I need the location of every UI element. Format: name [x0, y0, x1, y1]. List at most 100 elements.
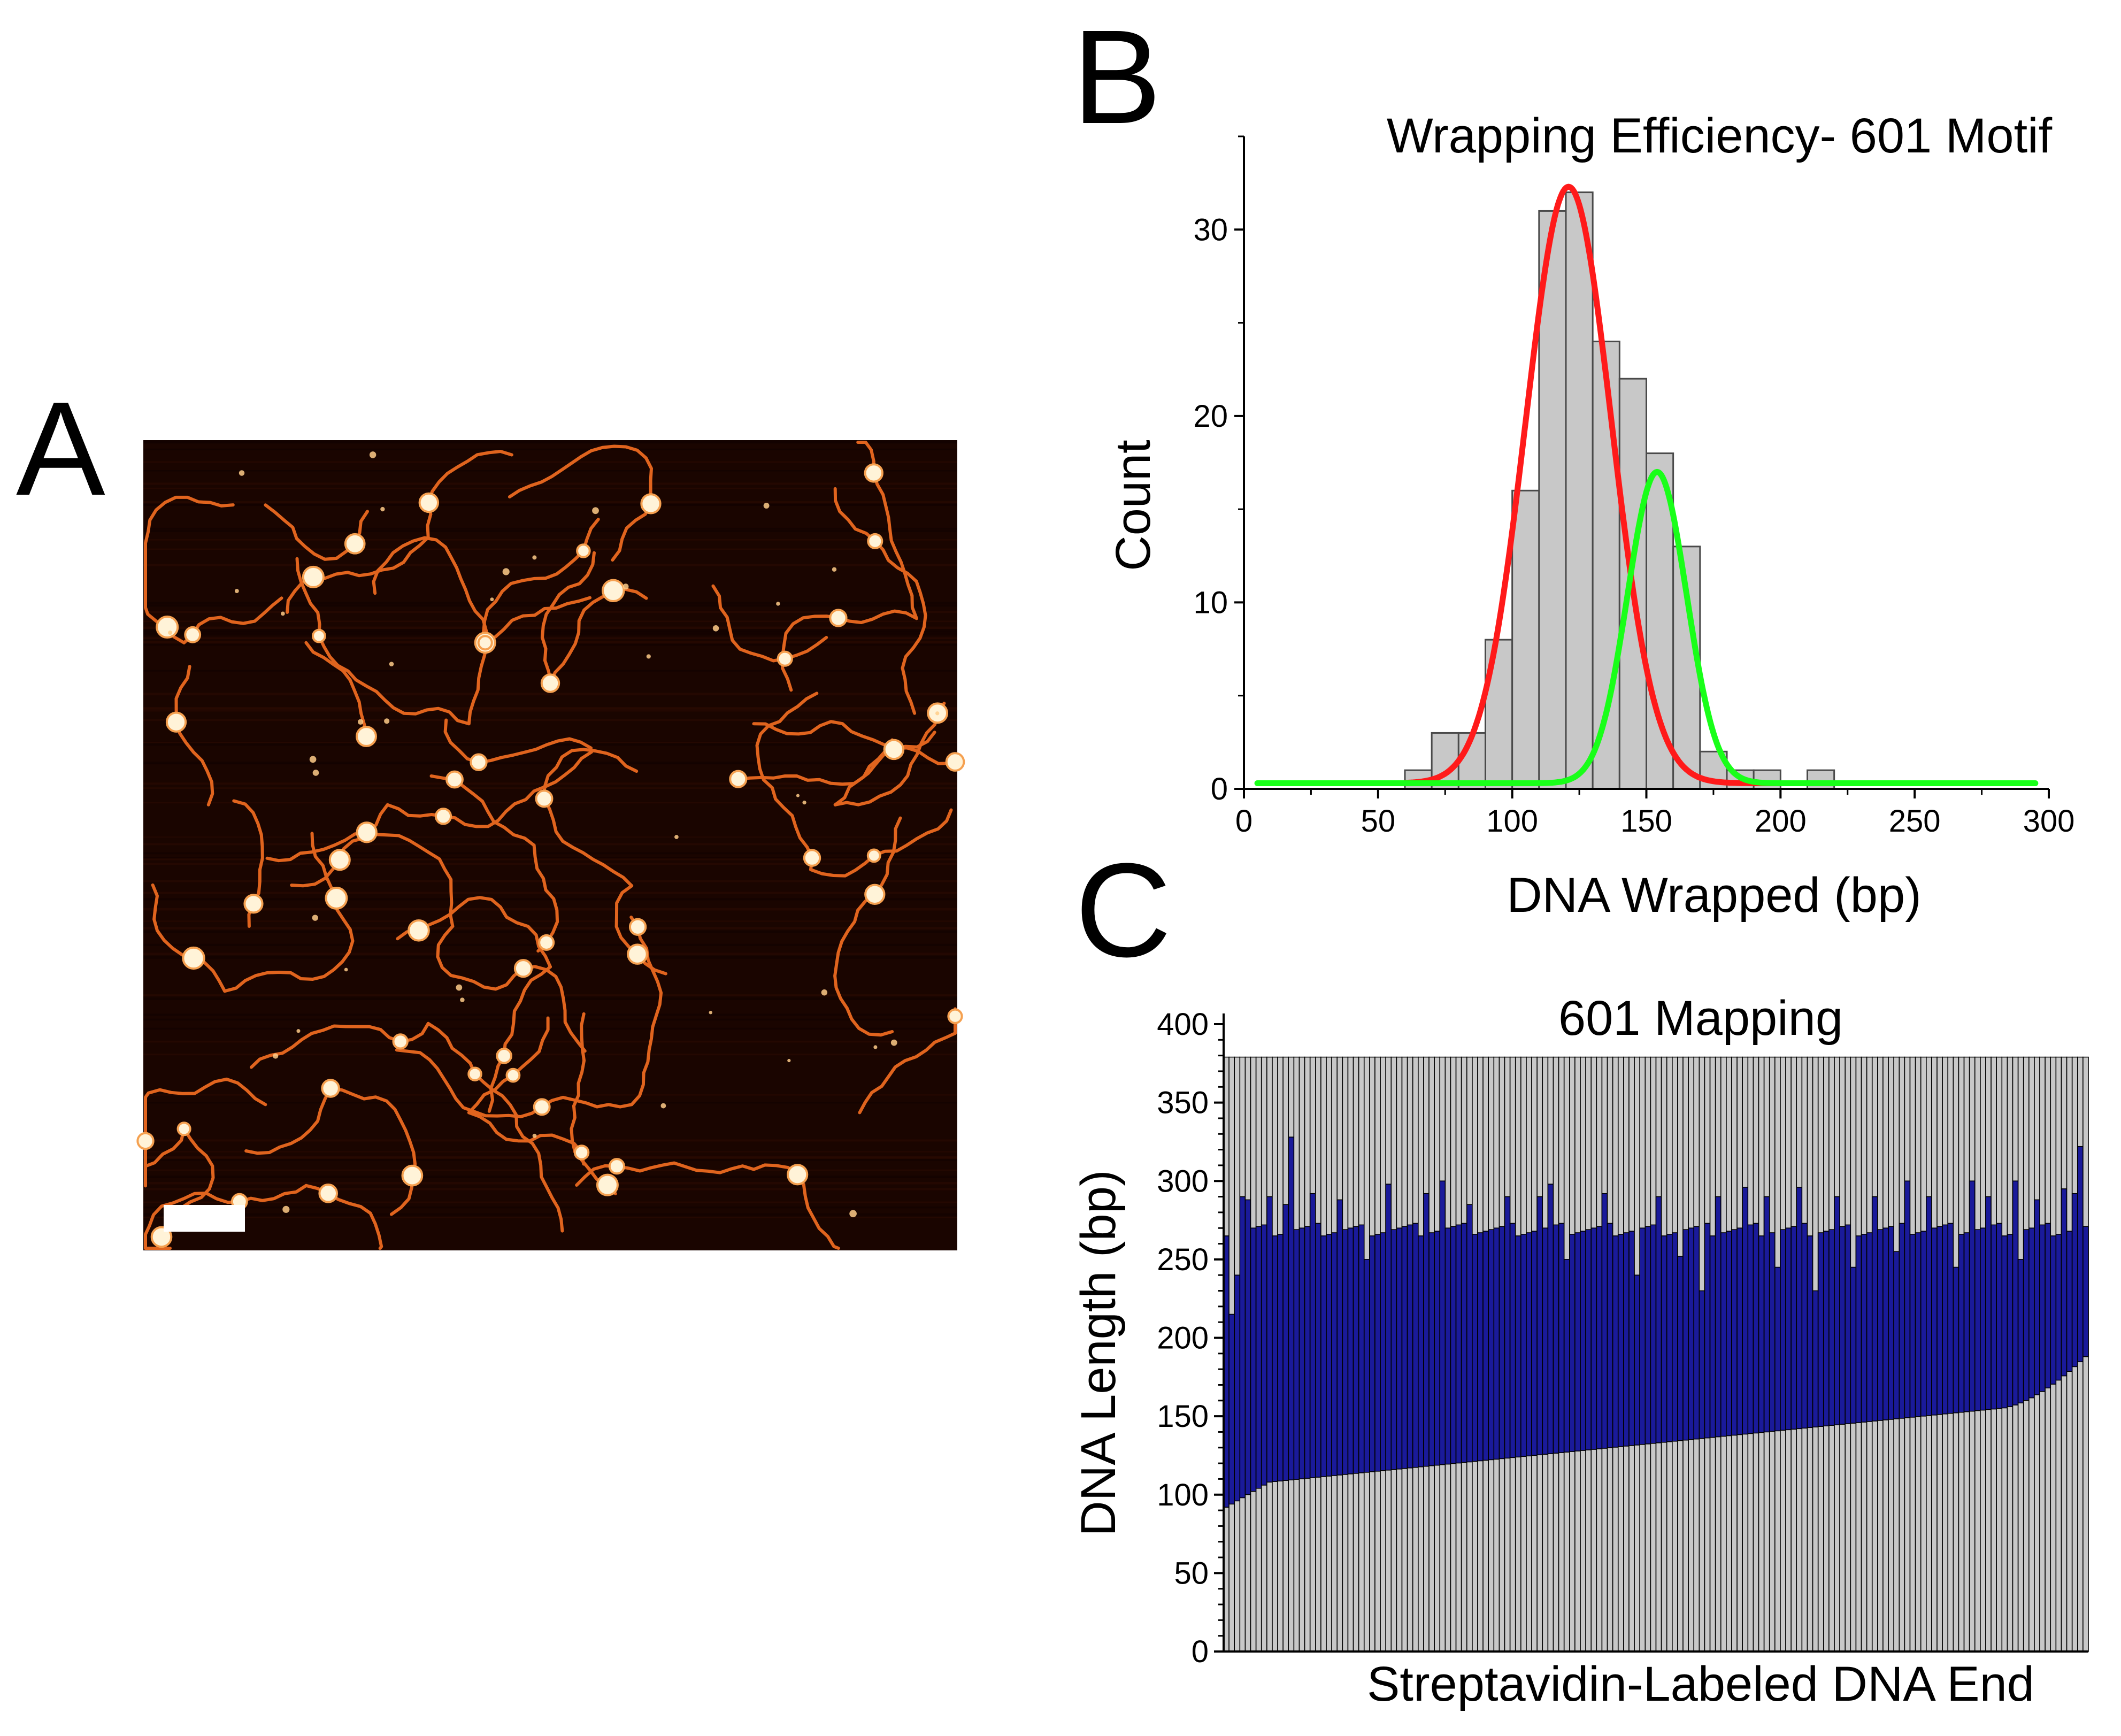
molecule-bar-601: [1899, 1223, 1905, 1419]
y-tick-label: 20: [1193, 399, 1228, 434]
afm-scan-line: [143, 1188, 957, 1190]
nucleosome-particle: [505, 1067, 521, 1083]
dna-strand: [629, 916, 663, 1107]
molecule-bar-601: [1390, 1229, 1397, 1470]
chart-b-axes: 0 50 100 150 200 250 300 0 10 20 30: [1193, 135, 2074, 839]
molecule-bar-601: [1882, 1227, 1889, 1420]
molecule-bar-601: [1580, 1231, 1586, 1451]
molecule-bar-601: [1234, 1274, 1241, 1502]
afm-speck: [309, 756, 317, 763]
molecule-bar-601: [1450, 1226, 1457, 1464]
molecule-bar-601: [1509, 1223, 1516, 1458]
molecule-bar-601: [1974, 1229, 1981, 1411]
afm-scan-line: [143, 908, 957, 911]
nucleosome-particle: [467, 1066, 482, 1081]
molecule-bar-601: [1477, 1232, 1484, 1462]
molecule-bar-601: [2055, 1234, 2062, 1381]
afm-scan-line: [143, 461, 957, 463]
afm-speck: [490, 597, 494, 602]
nucleosome-particle: [392, 1033, 409, 1050]
chart-b-title: Wrapping Efficiency- 601 Motif: [1387, 109, 2053, 163]
nucleosome-particle: [602, 579, 625, 603]
dna-strand: [570, 1012, 617, 1195]
nucleosome-particle: [729, 770, 748, 788]
afm-speck: [456, 984, 463, 991]
molecule-bar-601: [1418, 1235, 1424, 1468]
afm-scan-line: [143, 956, 957, 959]
afm-speck: [821, 989, 828, 996]
molecule-bar-601: [1526, 1232, 1532, 1457]
molecule-bar-601: [2012, 1180, 2019, 1405]
molecule-bar-601: [1380, 1232, 1386, 1471]
afm-scan-line: [143, 880, 957, 882]
dna-strand: [508, 444, 653, 562]
molecule-bar-601: [1385, 1184, 1392, 1471]
molecule-bar-601: [1726, 1231, 1732, 1437]
molecule-bar-601: [2039, 1224, 2046, 1392]
molecule-bar-601: [1288, 1136, 1295, 1480]
molecule-bar-601: [1320, 1235, 1327, 1477]
afm-speck: [890, 1039, 897, 1046]
afm-speck: [674, 835, 679, 839]
molecule-bar-601: [1807, 1235, 1813, 1428]
molecule-bar-601: [1228, 1313, 1235, 1505]
nucleosome-particle: [866, 848, 881, 863]
afm-speck: [344, 967, 348, 972]
molecule-bar-601: [1969, 1180, 1976, 1412]
molecule-bar-601: [1661, 1235, 1667, 1443]
nucleosome-particle: [356, 726, 377, 747]
dna-strand: [174, 665, 214, 806]
afm-scan-line: [143, 441, 957, 444]
histogram-bar: [1565, 191, 1594, 790]
dna-strand: [223, 832, 355, 993]
dna-strand: [265, 803, 389, 863]
molecule-bar-601: [1861, 1234, 1868, 1423]
afm-scan-line: [143, 529, 957, 532]
nucleosome-particle: [311, 628, 326, 643]
molecule-bar-601: [1536, 1196, 1543, 1456]
molecule-bar-601: [1401, 1226, 1408, 1469]
nucleosome-particle: [628, 918, 647, 936]
molecule-bar-601: [1596, 1226, 1603, 1449]
afm-speck: [389, 662, 394, 666]
nucleosome-particle: [408, 919, 430, 942]
afm-speck: [787, 1058, 791, 1063]
molecule-bar-601: [1558, 1223, 1565, 1453]
scale-bar: [164, 1205, 245, 1232]
molecule-bar-601: [1374, 1234, 1381, 1472]
panel-a-label: A: [16, 374, 105, 523]
nucleosome-particle: [538, 934, 555, 951]
y-tick-label: 0: [1192, 1634, 1209, 1669]
y-tick-label: 0: [1211, 772, 1228, 806]
y-tick-label: 250: [1157, 1242, 1209, 1277]
afm-nucleosomes: [136, 451, 965, 1248]
dna-strand: [151, 883, 227, 993]
afm-speck: [296, 1029, 301, 1033]
molecule-bar-601: [1817, 1232, 1824, 1427]
dna-strand: [483, 596, 592, 644]
molecule-bar-601: [1298, 1227, 1305, 1479]
dna-strand: [467, 518, 600, 726]
molecule-bar-601: [1569, 1234, 1576, 1452]
molecule-bar-601: [2017, 1259, 2024, 1404]
molecule-bar-601: [1342, 1229, 1349, 1475]
nucleosome-particle: [434, 808, 452, 825]
chart-c-bars: [1223, 1056, 2089, 1652]
afm-scan-line: [143, 641, 957, 644]
afm-speck: [168, 631, 173, 635]
molecule-bar-601: [1272, 1235, 1278, 1482]
molecule-bar-601: [1434, 1231, 1441, 1466]
dna-strand: [426, 450, 513, 539]
afm-scan-line: [143, 527, 957, 529]
nucleosome-particle: [356, 821, 378, 843]
molecule-bar-601: [1953, 1266, 1959, 1414]
afm-speck: [802, 800, 806, 805]
afm-speck: [832, 567, 837, 572]
y-tick-label: 300: [1157, 1164, 1209, 1199]
molecule-bar-601: [1709, 1235, 1716, 1438]
afm-scan-line: [143, 482, 957, 485]
nucleosome-particle: [777, 650, 793, 667]
nucleosome-particle: [243, 894, 264, 914]
afm-speck: [239, 470, 245, 476]
afm-speck: [873, 1045, 878, 1049]
